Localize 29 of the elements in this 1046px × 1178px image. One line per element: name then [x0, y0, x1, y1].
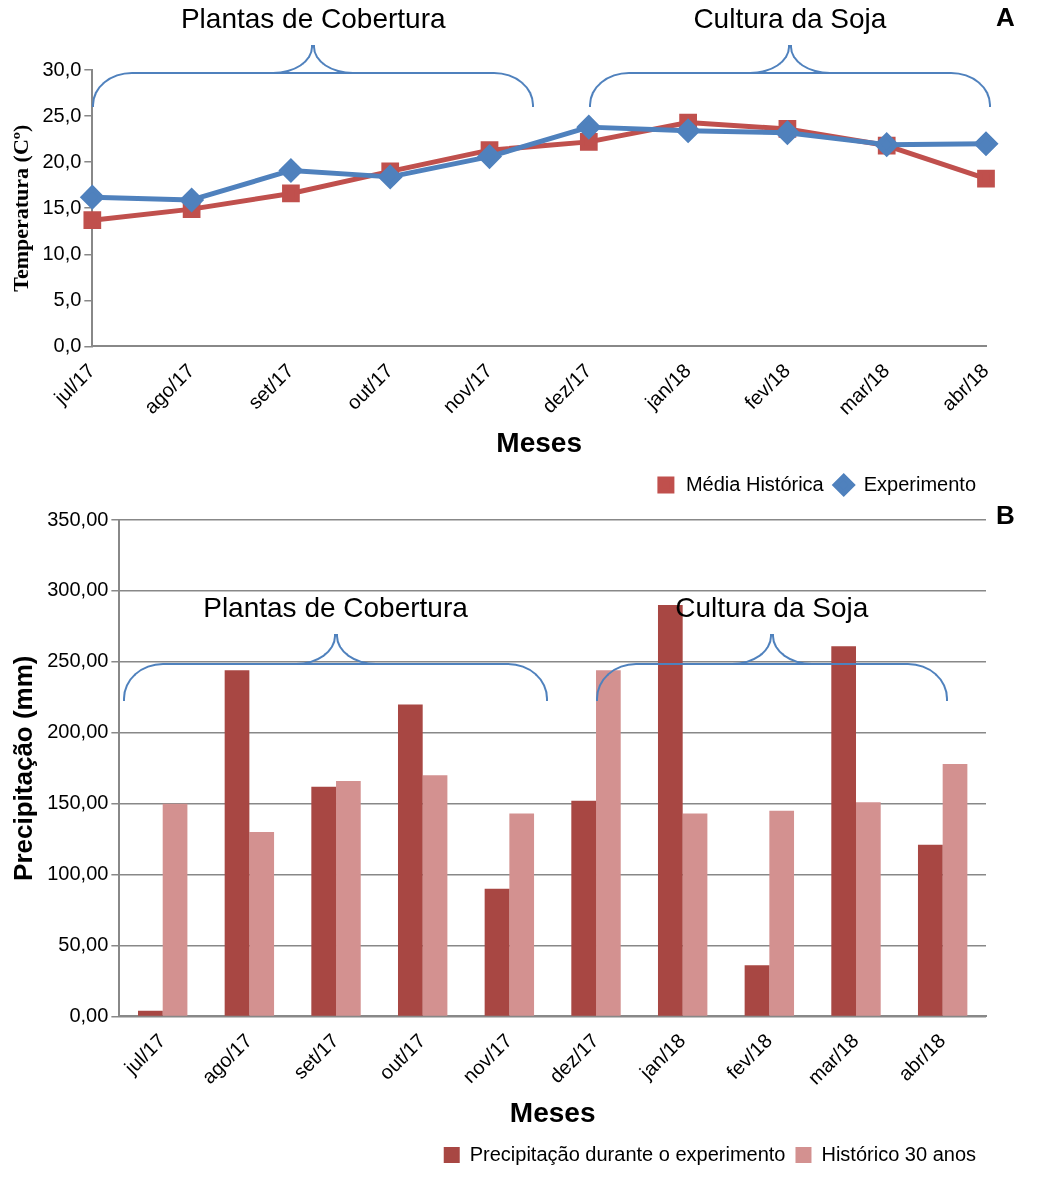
- text: A: [996, 2, 1015, 33]
- y-tick-label: 5,0: [53, 287, 82, 310]
- legend-label: Precipitação durante o experimento: [469, 1142, 786, 1165]
- legend-label: Histórico 30 anos: [821, 1142, 977, 1165]
- y-tick-label: 10,0: [42, 241, 82, 264]
- y-tick-label: 25,0: [42, 103, 82, 126]
- legend-label: Experimento: [863, 472, 977, 495]
- x-axis-title: Meses: [509, 1096, 596, 1128]
- y-tick-label: 350,00: [47, 507, 109, 530]
- y-tick-label: 15,0: [42, 195, 82, 218]
- annotation: Cultura da Soja: [675, 592, 869, 625]
- y-tick-label: 150,00: [47, 791, 109, 814]
- y-tick-label: 0,00: [69, 1003, 109, 1026]
- y-axis-title: Temperatura (Cº): [7, 124, 33, 292]
- y-axis-title: Precipitação (mm): [7, 655, 38, 881]
- annotation: Plantas de Cobertura: [203, 592, 468, 625]
- y-tick-label: 300,00: [47, 578, 109, 601]
- text: B: [996, 500, 1015, 531]
- y-tick-label: 50,00: [58, 933, 109, 956]
- text: Plantas de Cobertura: [180, 3, 446, 35]
- y-tick-label: 200,00: [47, 720, 109, 743]
- text: Cultura da Soja: [693, 3, 887, 35]
- y-tick-label: 30,0: [42, 57, 82, 80]
- y-tick-label: 100,00: [47, 862, 109, 885]
- y-tick-label: 0,0: [53, 333, 82, 356]
- y-tick-label: 20,0: [42, 149, 82, 172]
- y-tick-label: 250,00: [47, 649, 109, 672]
- legend-label: Média Histórica: [685, 472, 825, 495]
- x-axis-title: Meses: [496, 426, 582, 458]
